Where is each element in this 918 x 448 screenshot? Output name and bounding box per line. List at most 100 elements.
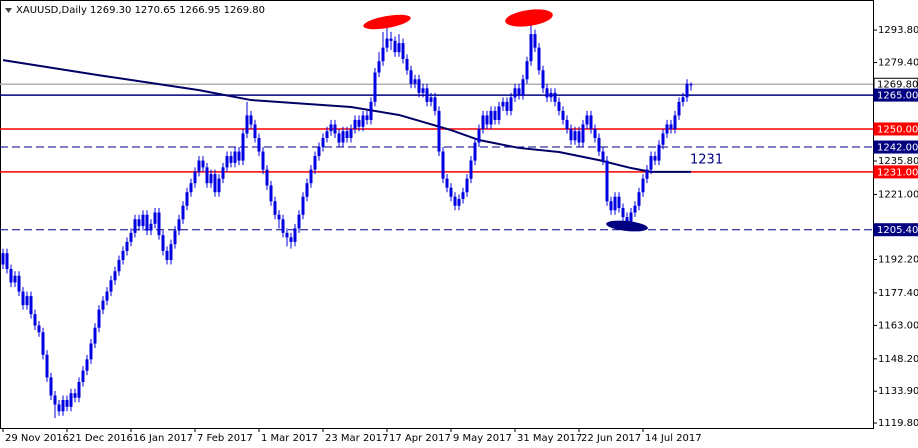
candle-body — [281, 219, 285, 233]
candle-body — [609, 201, 613, 211]
candle-body — [541, 70, 545, 89]
candle-body — [229, 156, 233, 163]
candle-body — [209, 174, 213, 184]
candle-body — [645, 169, 649, 179]
candle-body — [477, 128, 481, 143]
candle-body — [361, 115, 365, 127]
candle-body — [593, 128, 597, 138]
candle-body — [157, 212, 161, 236]
x-tick-label: 7 Feb 2017 — [197, 433, 253, 444]
candle-body — [437, 110, 441, 152]
level-label: 1269.80 — [877, 80, 918, 91]
candle-body — [637, 192, 641, 206]
highlight-ellipse — [606, 220, 648, 232]
candle-body — [469, 160, 473, 179]
candle-body — [585, 115, 589, 125]
candle-body — [225, 156, 229, 168]
candle-body — [93, 327, 97, 344]
y-tick-label: 1119.80 — [878, 418, 918, 429]
candle-body — [153, 212, 157, 224]
candle-body — [305, 183, 309, 197]
level-label-box — [873, 140, 918, 154]
candle-body — [589, 115, 593, 129]
candle-body — [105, 291, 109, 301]
candle-body — [529, 34, 533, 62]
x-tick-label: 22 Jun 2017 — [581, 433, 641, 444]
candle-body — [245, 115, 249, 134]
candle-body — [189, 183, 193, 193]
candle-body — [405, 58, 409, 71]
candle-body — [665, 124, 669, 134]
candle-body — [81, 370, 85, 382]
candle-body — [21, 291, 25, 306]
candle-body — [129, 232, 133, 242]
candle-body — [29, 296, 33, 315]
candle-body — [349, 128, 353, 138]
candle-body — [425, 88, 429, 102]
candle-body — [133, 219, 137, 233]
candle-body — [521, 79, 525, 96]
candle-body — [661, 133, 665, 145]
candle-body — [653, 156, 657, 161]
candle-body — [669, 124, 673, 129]
candle-body — [385, 38, 389, 48]
candle-body — [273, 201, 277, 215]
candle-body — [337, 133, 341, 143]
candle-body — [365, 115, 369, 120]
highlight-ellipse — [505, 9, 553, 27]
y-tick-label: 1177.40 — [878, 288, 918, 299]
candle-body — [213, 174, 217, 193]
candle-body — [301, 196, 305, 215]
y-tick-label: 1221.00 — [878, 189, 918, 200]
x-tick-label: 9 May 2017 — [453, 433, 512, 444]
candle-body — [341, 131, 345, 143]
candle-body — [237, 151, 241, 161]
candle-body — [109, 280, 113, 292]
candle-body — [145, 214, 149, 231]
candle-body — [393, 40, 397, 53]
candle-body — [53, 395, 57, 405]
candle-body — [333, 124, 337, 134]
level-label: 1250.00 — [877, 124, 918, 135]
candle-body — [289, 237, 293, 242]
y-tick-label: 1148.20 — [878, 354, 918, 365]
candle-body — [461, 192, 465, 199]
candle-body — [277, 214, 281, 220]
candle-body — [417, 79, 421, 93]
x-tick-label: 14 Jul 2017 — [645, 433, 702, 444]
y-tick-label: 1192.20 — [878, 255, 918, 266]
candle-body — [137, 219, 141, 227]
candle-body — [25, 296, 29, 306]
level-label-box — [873, 88, 918, 102]
candle-body — [317, 147, 321, 157]
candle-body — [241, 133, 245, 161]
candle-body — [537, 47, 541, 71]
candle-body — [73, 393, 77, 398]
candle-body — [601, 151, 605, 161]
candle-body — [377, 61, 381, 73]
candle-body — [613, 196, 617, 211]
candle-body — [465, 178, 469, 193]
candle-body — [569, 128, 573, 141]
level-label: 1265.00 — [877, 91, 918, 102]
x-tick-label: 16 Jan 2017 — [133, 433, 193, 444]
candle-body — [321, 137, 325, 148]
candle-body — [445, 178, 449, 188]
candle-body — [473, 142, 477, 161]
candle-body — [633, 205, 637, 213]
candle-body — [453, 196, 457, 206]
candle-body — [253, 124, 257, 138]
candle-body — [573, 131, 577, 141]
candle-body — [161, 235, 165, 251]
candle-body — [441, 151, 445, 179]
candle-body — [181, 205, 185, 220]
candle-body — [345, 131, 349, 138]
chart-title: XAUUSD,Daily 1269.30 1270.65 1266.95 126… — [16, 5, 265, 16]
symbol-icon — [5, 8, 12, 13]
candle-body — [185, 192, 189, 206]
plot-layer — [0, 25, 873, 419]
x-tick-label: 1 Mar 2017 — [261, 433, 318, 444]
candle-body — [97, 309, 101, 328]
candle-body — [61, 399, 65, 412]
